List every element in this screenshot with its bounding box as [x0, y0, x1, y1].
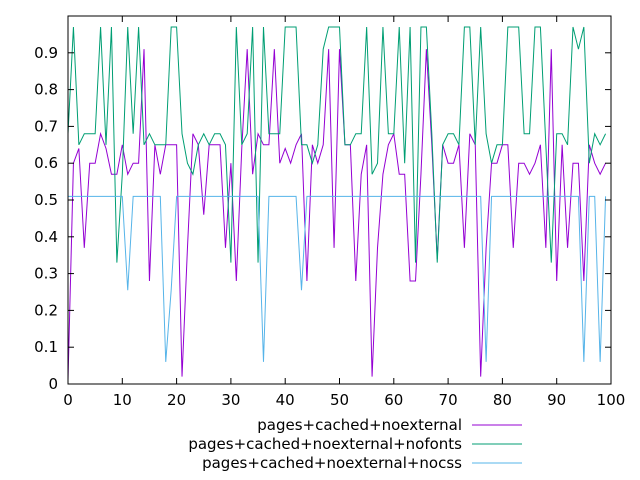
y-tick-label: 0.4	[34, 228, 58, 246]
series-line	[68, 195, 607, 362]
axis-ticks: 0 0.1 0.2 0.3 0.4 0.5 0.6 0.7 0.8 0.9 0 10 20 30 40 50 6…	[34, 16, 625, 409]
y-tick-label: 0.2	[34, 301, 58, 319]
x-tick-label: 40	[276, 391, 295, 409]
plot-frame	[67, 15, 612, 385]
y-tick-label: 0.5	[34, 191, 58, 209]
y-tick-label: 0.1	[34, 338, 58, 356]
y-tick-label: 0.8	[34, 81, 58, 99]
series-line	[67, 49, 607, 381]
x-tick-label: 10	[113, 391, 132, 409]
legend-entry-2: pages+cached+noexternal+nofonts	[188, 435, 522, 453]
x-tick-label: 0	[63, 391, 73, 409]
x-tick-label: 50	[330, 391, 349, 409]
legend: pages+cached+noexternalpages+cached+noex…	[188, 416, 522, 472]
x-tick-label: 60	[384, 391, 403, 409]
y-tick-label: 0.3	[34, 265, 58, 283]
legend-entry-3: pages+cached+noexternal+nocss	[202, 454, 522, 472]
y-tick-label: 0.9	[34, 44, 58, 62]
x-tick-label: 90	[547, 391, 566, 409]
x-tick-label: 20	[167, 391, 186, 409]
x-tick-label: 80	[493, 391, 512, 409]
legend-label: pages+cached+noexternal+nocss	[202, 454, 462, 472]
x-tick-label: 70	[439, 391, 458, 409]
x-tick-label: 100	[597, 391, 626, 409]
series-2	[67, 26, 607, 263]
legend-label: pages+cached+noexternal+nofonts	[188, 435, 462, 453]
legend-label: pages+cached+noexternal	[257, 416, 462, 434]
y-tick-label: 0	[48, 375, 58, 393]
series-layer	[67, 26, 607, 381]
series-line	[67, 26, 607, 263]
y-tick-label: 0.6	[34, 154, 58, 172]
y-tick-label: 0.7	[34, 117, 58, 135]
series-3	[68, 195, 607, 362]
series-1	[67, 49, 607, 381]
x-tick-label: 30	[221, 391, 240, 409]
legend-entry-1: pages+cached+noexternal	[257, 416, 522, 434]
